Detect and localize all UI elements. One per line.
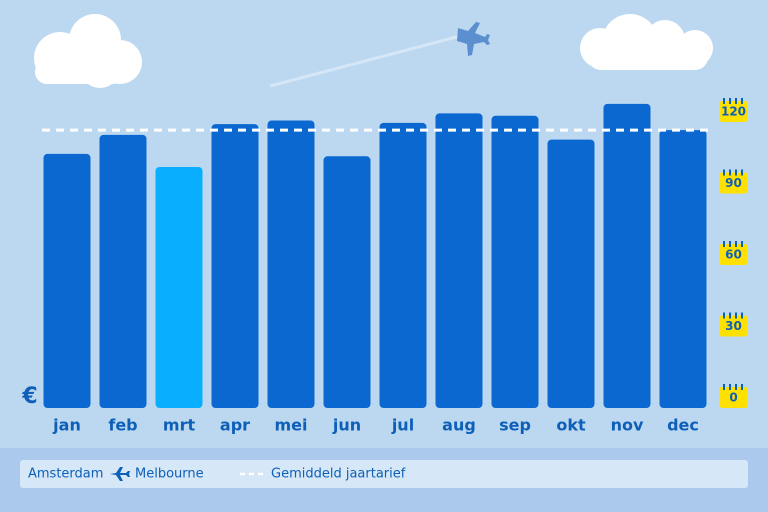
- x-tick-label: apr: [220, 416, 250, 435]
- bar: [379, 122, 427, 409]
- bar: [211, 124, 259, 408]
- y-tick-icon-ring: [735, 312, 737, 319]
- bar: [323, 156, 371, 408]
- y-tick-icon-ring: [735, 241, 737, 247]
- x-tick-label: mei: [274, 416, 307, 435]
- x-tick-label: okt: [556, 416, 586, 435]
- contrail: [269, 34, 461, 88]
- y-tick-icon-ring: [735, 169, 737, 176]
- x-tick-label: sep: [499, 416, 531, 435]
- legend-plane: [110, 467, 130, 481]
- y-tick-icon-ring: [741, 169, 743, 176]
- y-tick-icon-ring: [741, 241, 743, 247]
- y-tick-icon-ring: [723, 241, 725, 247]
- bar: [491, 115, 539, 409]
- y-tick-icon: [720, 172, 747, 194]
- y-tick-icon-ring: [723, 312, 725, 319]
- y-tick-icon: [720, 387, 747, 408]
- y-tick-icon-ring: [729, 384, 731, 390]
- y-tick-icon-ring: [741, 98, 743, 104]
- legend-destination: Melbourne: [135, 467, 204, 482]
- y-tick-label: 120: [721, 105, 746, 119]
- bar: [435, 113, 483, 408]
- bar: [43, 153, 91, 408]
- y-tick-icon: [720, 101, 747, 122]
- x-tick-label: jul: [391, 416, 414, 435]
- y-tick-icon-ring: [729, 169, 731, 176]
- y-tick-label: 30: [725, 319, 742, 333]
- y-tick-icon-ring: [729, 98, 731, 104]
- y-tick-icon-ring: [723, 384, 725, 390]
- x-tick-label: mrt: [163, 416, 196, 435]
- y-tick-label: 60: [725, 248, 742, 262]
- legend: [20, 460, 748, 488]
- bar: [99, 134, 147, 409]
- y-tick-icon-ring: [729, 312, 731, 319]
- bar: [547, 139, 595, 408]
- bar: [603, 103, 651, 408]
- x-tick-label: feb: [108, 416, 137, 435]
- cloud: [34, 14, 713, 88]
- x-tick-label: jun: [332, 416, 361, 435]
- legend-average-label: Gemiddeld jaartarief: [271, 467, 406, 482]
- x-tick-label: dec: [667, 416, 699, 435]
- y-tick-icon-ring: [723, 169, 725, 176]
- bar: [155, 167, 203, 408]
- bar: [659, 130, 707, 409]
- y-tick-label: 90: [725, 176, 742, 190]
- y-tick-icon-ring: [741, 384, 743, 390]
- x-tick-label: nov: [611, 416, 644, 435]
- y-tick-label: 0: [729, 391, 737, 405]
- bar: [267, 120, 315, 409]
- y-tick-icon: [720, 244, 747, 265]
- y-tick-icon-ring: [735, 98, 737, 104]
- y-tick-icon-ring: [741, 312, 743, 319]
- x-tick-label: jan: [52, 416, 81, 435]
- y-tick-icon: [720, 315, 747, 337]
- y-tick-icon-ring: [729, 241, 731, 247]
- legend-origin: Amsterdam: [28, 467, 103, 482]
- x-tick-label: aug: [442, 416, 476, 435]
- y-axis-label: €: [21, 384, 37, 409]
- plane-icon: [457, 22, 490, 56]
- y-tick-icon-ring: [735, 384, 737, 390]
- y-tick-icon-ring: [723, 98, 725, 104]
